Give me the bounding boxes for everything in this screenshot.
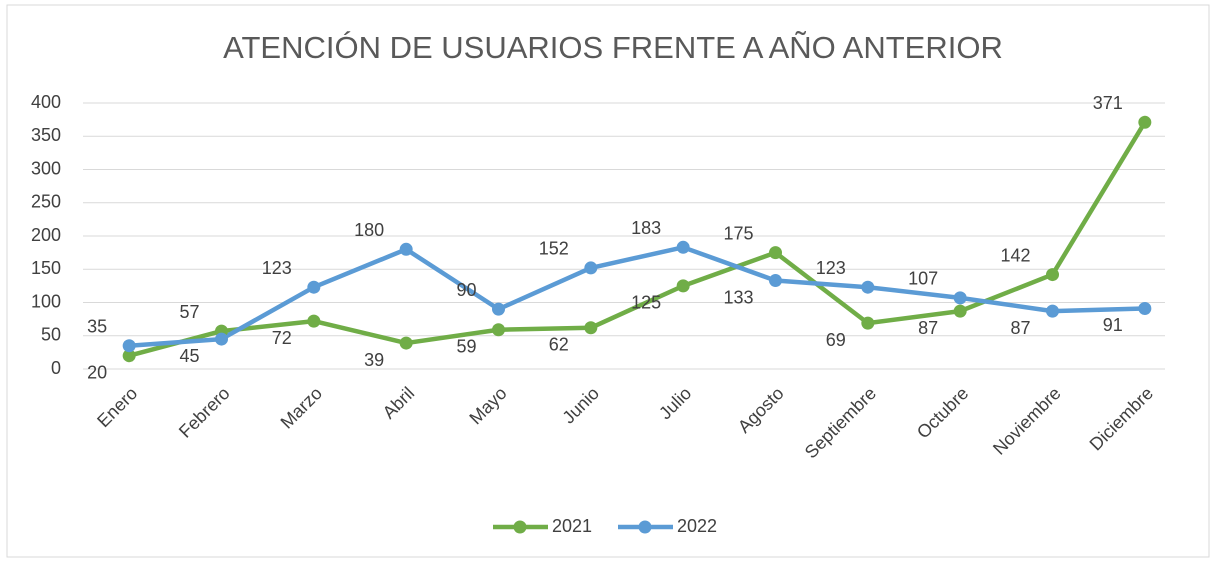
point [584,321,598,335]
data-label: 180 [354,220,384,240]
point [307,314,321,328]
point [676,240,690,254]
data-label: 20 [87,362,107,382]
data-label: 45 [179,346,199,366]
point [584,261,598,275]
data-label: 90 [456,280,476,300]
point [122,349,136,363]
data-label: 59 [456,337,476,357]
point [953,291,967,305]
point [953,304,967,318]
data-label: 152 [539,239,569,259]
y-tick-label: 50 [41,325,61,345]
data-label: 123 [816,258,846,278]
y-tick-label: 300 [31,158,61,178]
y-tick-label: 400 [31,92,61,112]
legend-label: 2022 [677,516,717,536]
chart-title: ATENCIÓN DE USUARIOS FRENTE A AÑO ANTERI… [223,30,1003,65]
point [215,332,228,346]
point [769,274,782,288]
point [676,279,690,293]
data-label: 69 [826,330,846,350]
data-label: 87 [1010,318,1030,338]
point [861,316,875,330]
y-tick-label: 350 [31,125,61,145]
data-label: 62 [549,335,569,355]
data-label: 107 [908,269,938,289]
data-label: 142 [1000,245,1030,265]
legend-marker [513,520,527,534]
point [769,246,782,260]
data-label: 72 [272,328,292,348]
point [861,280,875,294]
y-tick-label: 100 [31,291,61,311]
data-label: 123 [262,258,292,278]
point [307,280,321,294]
y-tick-label: 200 [31,225,61,245]
point [1138,301,1152,315]
point [1046,268,1059,282]
data-label: 133 [723,287,753,307]
chart-border [6,4,1210,558]
point [399,242,413,256]
y-tick-label: 0 [51,358,61,378]
data-label: 57 [179,302,199,322]
data-label: 175 [723,223,753,243]
point [492,323,505,337]
legend-marker [638,520,652,534]
data-label: 39 [364,350,384,370]
point [1046,304,1059,318]
data-label: 125 [631,293,661,313]
data-label: 35 [87,316,107,336]
data-label: 371 [1093,93,1123,113]
point [122,339,136,353]
point [492,302,505,316]
data-label: 183 [631,218,661,238]
y-tick-label: 150 [31,258,61,278]
point [399,336,413,350]
series-line [128,121,1147,358]
data-label: 91 [1103,315,1123,335]
legend-label: 2021 [552,516,592,536]
y-tick-label: 250 [31,192,61,212]
data-label: 87 [918,318,938,338]
point [1138,115,1152,129]
series-line [129,245,1145,348]
